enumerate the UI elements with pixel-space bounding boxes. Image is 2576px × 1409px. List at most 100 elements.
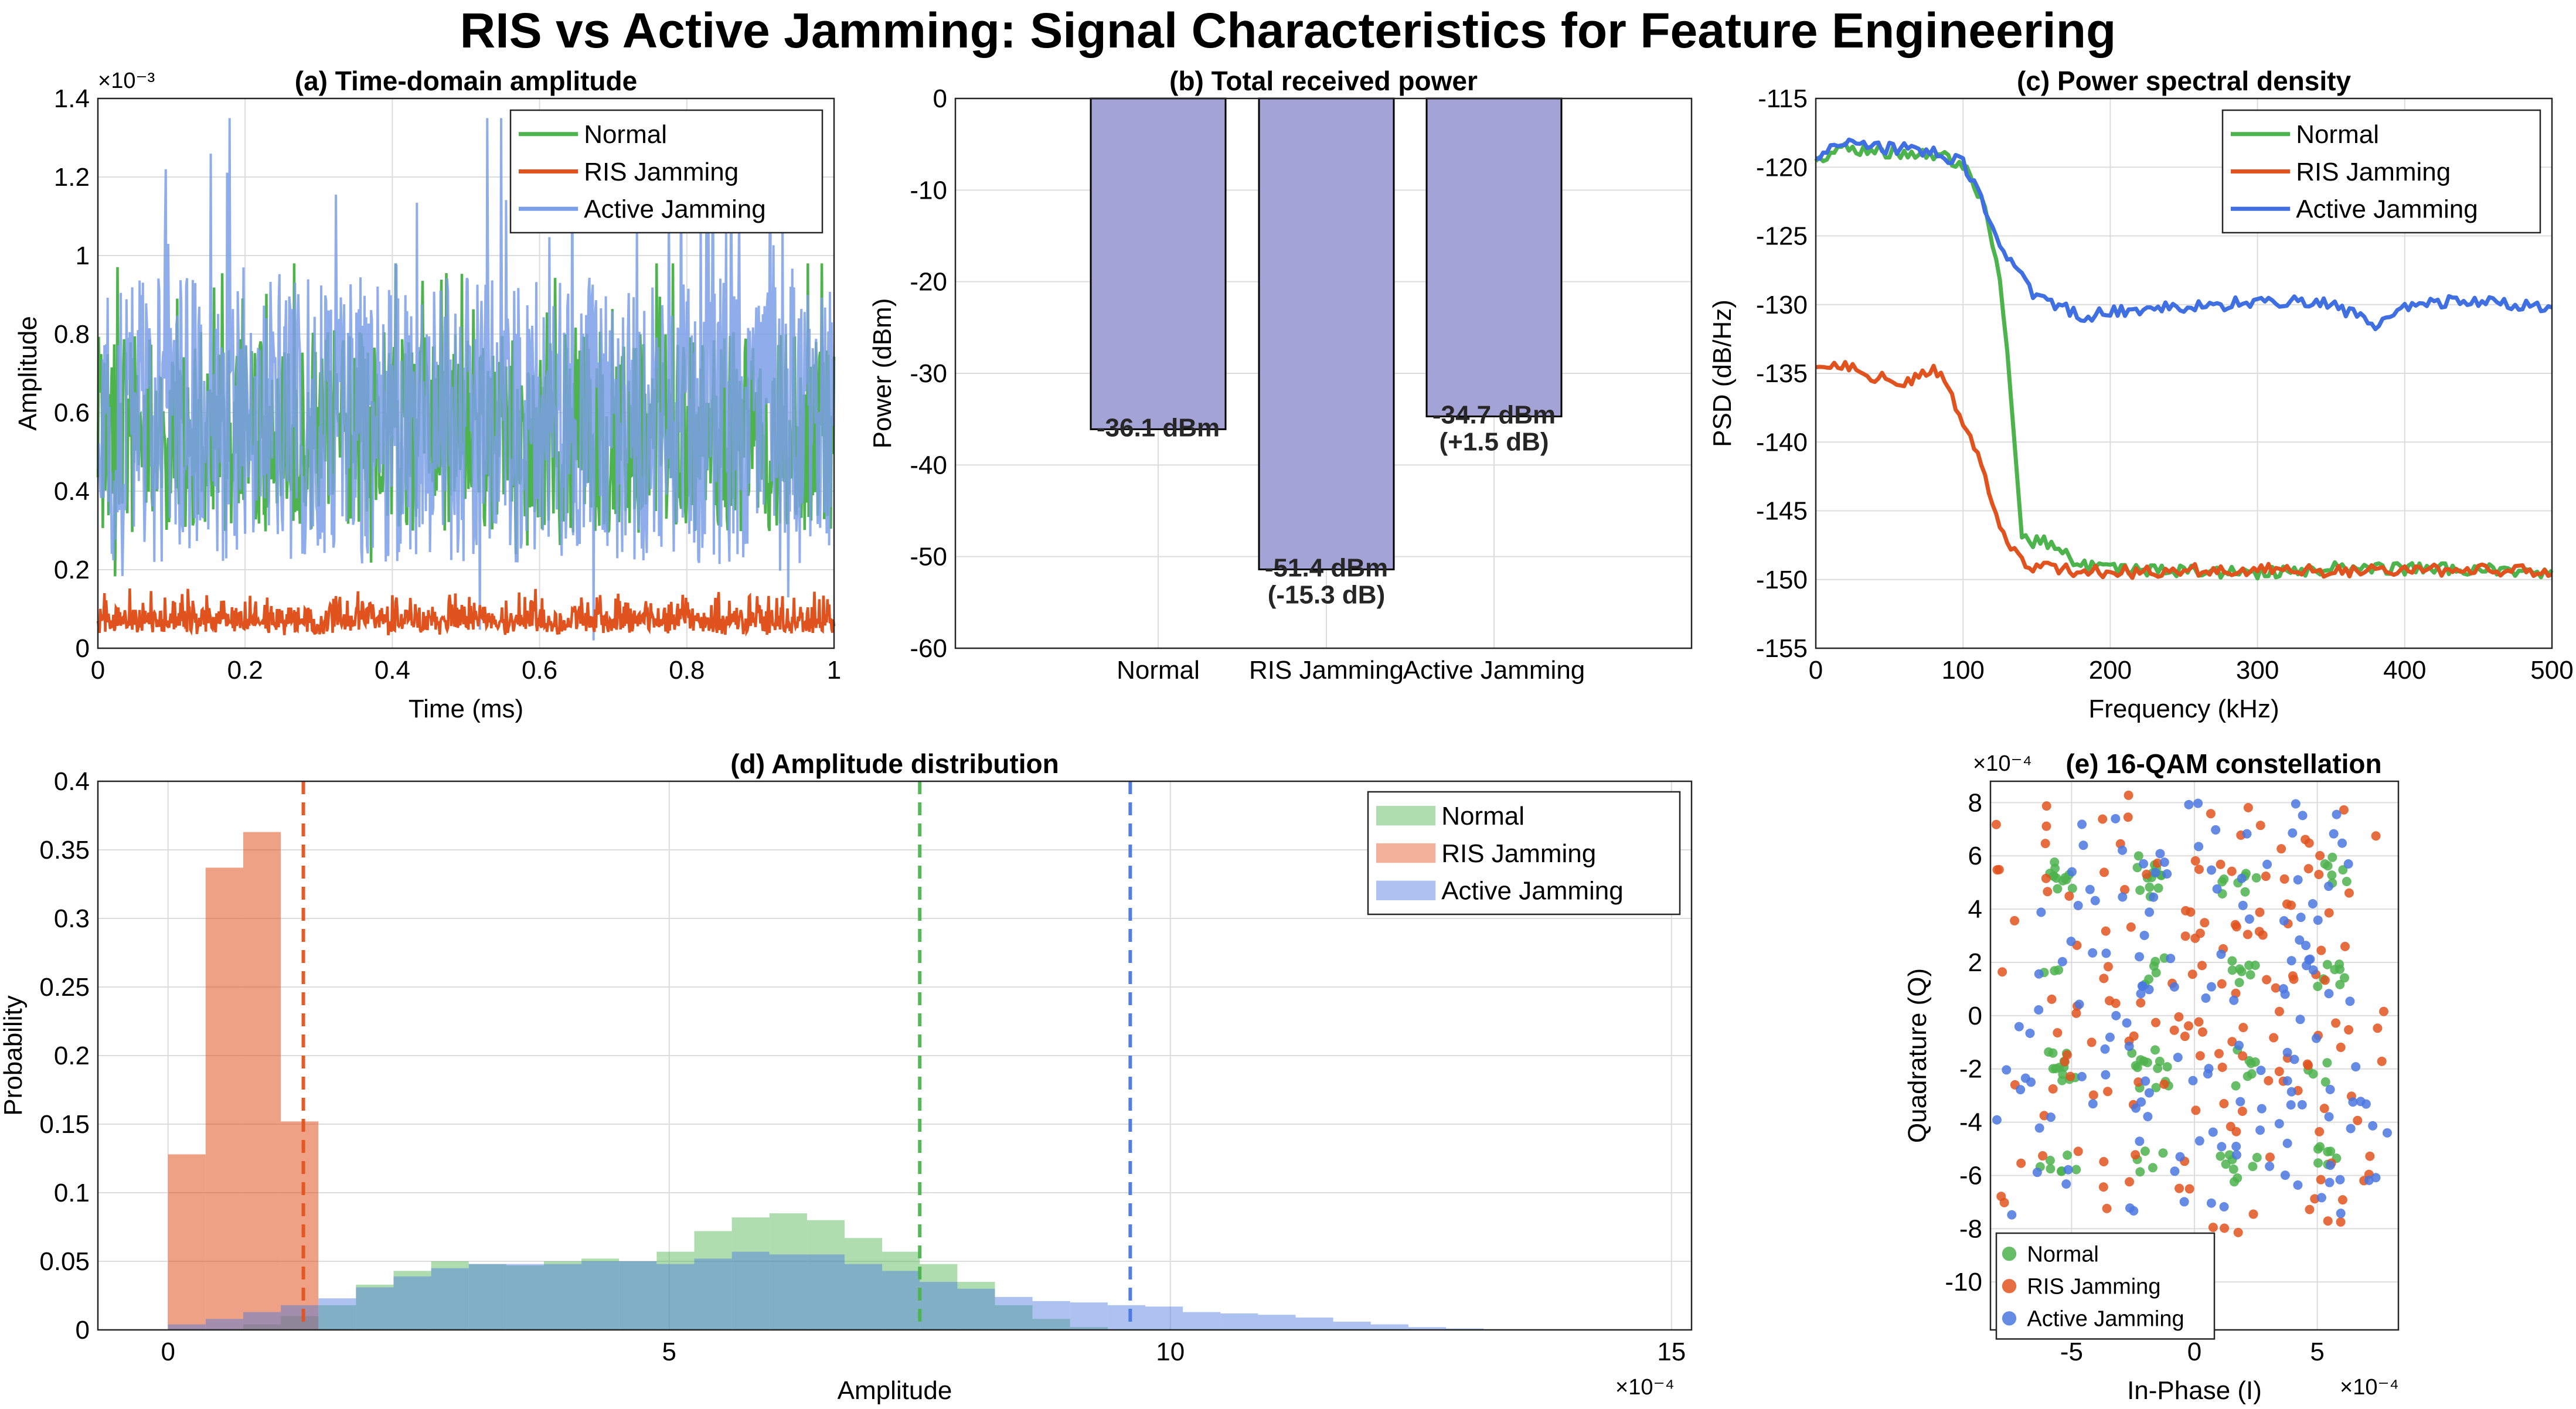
scatter-point (2066, 937, 2076, 947)
y-tick-label: -140 (1756, 428, 1808, 457)
scatter-point (2298, 811, 2308, 821)
scatter-point (2279, 915, 2289, 925)
y-tick-label: -4 (1959, 1108, 1982, 1137)
scatter-point (2311, 1033, 2321, 1043)
scatter-point (2377, 1056, 2387, 1066)
scatter-point (2152, 858, 2162, 868)
chart-psd: 0 100 200 300 400 500 -115 -120 -125 -130 -135 -140… (1708, 66, 2574, 723)
y-tick-label: -2 (1959, 1055, 1982, 1084)
scatter-point (2125, 1177, 2135, 1187)
y-tick-label: 0.35 (39, 836, 90, 865)
series-line-active-jamming (1815, 137, 2553, 332)
histogram-bar (506, 1265, 544, 1330)
scatter-point (2261, 872, 2271, 882)
scatter-point (1992, 865, 2002, 875)
scatter-point (2265, 1161, 2275, 1171)
scatter-point (2050, 966, 2060, 976)
scatter-point (2373, 1023, 2383, 1033)
scatter-point (2231, 1081, 2241, 1091)
scatter-point (2302, 1059, 2312, 1069)
scatter-point (2135, 1167, 2145, 1177)
scatter-point (2336, 1042, 2346, 1052)
scatter-point (2158, 1148, 2168, 1158)
scatter-point (2325, 1177, 2335, 1187)
scatter-point (2231, 988, 2241, 998)
scatter-point (2296, 913, 2306, 923)
y-exponent-label: ×10⁻³ (98, 69, 155, 93)
scatter-point (2145, 882, 2155, 892)
histogram-bar (1145, 1306, 1183, 1330)
scatter-point (2101, 948, 2111, 958)
histogram-bar (281, 1305, 319, 1330)
histogram-bar (731, 1251, 770, 1330)
scatter-point (2219, 1202, 2229, 1211)
scatter-point (2153, 883, 2163, 893)
histogram-bar (1107, 1305, 1146, 1330)
scatter-point (2237, 1107, 2247, 1117)
x-axis-label: Amplitude (838, 1376, 952, 1405)
scatter-point (2014, 1022, 2024, 1032)
scatter-point (2276, 844, 2286, 854)
scatter-point (2071, 1165, 2081, 1175)
scatter-point (2251, 873, 2261, 883)
scatter-point (2151, 1083, 2161, 1093)
scatter-point (2278, 983, 2288, 993)
histogram-ris-jamming (168, 832, 319, 1330)
scatter-point (2326, 1146, 2336, 1156)
y-axis-label: Amplitude (13, 316, 42, 431)
scatter-point (2046, 1164, 2056, 1174)
data-label: (-15.3 dB) (1268, 581, 1385, 610)
scatter-point (2129, 1031, 2139, 1041)
scatter-point (2132, 1063, 2142, 1073)
histogram-bar (168, 1154, 206, 1330)
scatter-point (2217, 979, 2227, 989)
scatter-point (2166, 954, 2176, 964)
scatter-point (2074, 999, 2084, 1009)
histogram-bar (581, 1261, 620, 1330)
scatter-point (2101, 926, 2111, 936)
scatter-point (2063, 1150, 2073, 1160)
scatter-point (2313, 981, 2323, 991)
histogram-bar (1183, 1312, 1221, 1330)
scatter-point (2077, 1071, 2087, 1081)
scatter-point (2098, 814, 2108, 824)
chart-total-power: 0 -10 -20 -30 -40 -50 -60 Normal -36.1 dBm RIS Ja… (868, 66, 1693, 685)
scatter-point (2208, 1127, 2218, 1137)
scatter-point (2269, 1033, 2279, 1043)
x-tick-label: 0.6 (522, 656, 557, 685)
histogram-bar (356, 1284, 394, 1330)
chart-amplitude-distribution: 0 5 10 15 0 0.05 0.1 0.15 0.2 0.25 0.3 0.35 0.4 (d) A… (0, 748, 1693, 1405)
scatter-point (2323, 1216, 2333, 1226)
scatter-point (2010, 915, 2020, 925)
x-tick-label: 1 (827, 656, 841, 685)
scatter-point (2103, 1087, 2113, 1097)
scatter-point (2371, 1173, 2381, 1183)
scatter-point (2248, 1162, 2258, 1172)
scatter-point (2046, 1112, 2056, 1122)
scatter-point (2293, 875, 2303, 885)
x-tick-label: 5 (662, 1337, 676, 1366)
scatter-point (2238, 1023, 2248, 1033)
scatter-point (2282, 1138, 2292, 1148)
y-tick-label: 1 (76, 241, 90, 270)
histogram-bar (393, 1271, 431, 1330)
histogram-bar (844, 1264, 883, 1330)
scatter-point (2319, 1104, 2329, 1114)
scatter-point (2016, 1158, 2026, 1168)
scatter-point (2007, 1210, 2017, 1220)
scatter-point (2139, 930, 2149, 940)
scatter-point (2118, 845, 2128, 855)
scatter-point (2291, 799, 2301, 809)
scatter-point (2137, 981, 2147, 991)
scatter-point (2136, 998, 2146, 1008)
scatter-point (2191, 1105, 2201, 1115)
scatter-point (2286, 956, 2296, 966)
histogram-bar (807, 1220, 845, 1330)
scatter-point (2186, 907, 2196, 917)
scatter-point (2229, 995, 2239, 1005)
scatter-point (2320, 975, 2330, 985)
scatter-point (2242, 1071, 2252, 1081)
legend-swatch (1376, 805, 1436, 826)
scatter-point (2085, 884, 2095, 894)
y-tick-label: -10 (910, 176, 947, 205)
